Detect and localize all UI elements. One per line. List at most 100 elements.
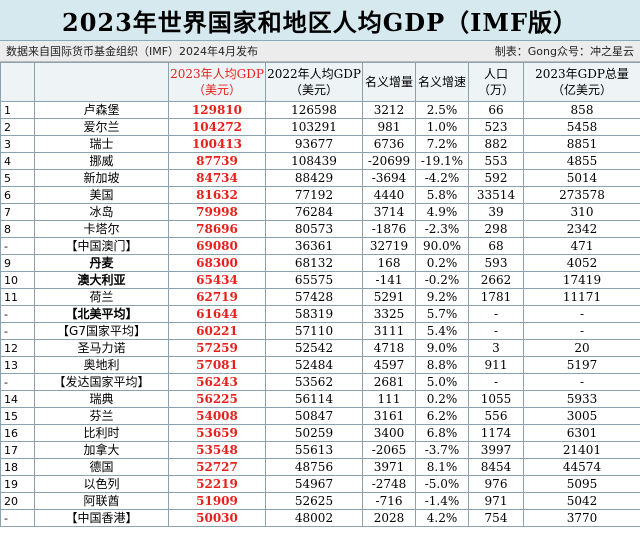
population-cell: - — [468, 305, 524, 323]
header-country — [34, 62, 169, 102]
increase-cell: -1876 — [362, 220, 416, 238]
table-row: 16 比利时 53659 50259 3400 6.8% 1174 6301 — [0, 424, 640, 442]
increase-cell: 3161 — [362, 407, 416, 425]
growth-cell: 90.0% — [415, 237, 469, 255]
country-cell: 卢森堡 — [34, 101, 169, 119]
population-cell: 1055 — [468, 390, 524, 408]
rank-cell: 17 — [0, 441, 35, 459]
growth-cell: 5.0% — [415, 373, 469, 391]
increase-cell: 2681 — [362, 373, 416, 391]
growth-cell: 4.2% — [415, 509, 469, 527]
country-cell: 爱尔兰 — [34, 118, 169, 136]
gdp2023-cell: 56225 — [168, 390, 266, 408]
table-row: 14 瑞典 56225 56114 111 0.2% 1055 5933 — [0, 390, 640, 408]
increase-cell: 3325 — [362, 305, 416, 323]
table-row: - 【G7国家平均】 60221 57110 3111 5.4% - - — [0, 322, 640, 340]
increase-cell: -716 — [362, 492, 416, 510]
country-cell: 新加坡 — [34, 169, 169, 187]
table-row: 3 瑞士 100413 93677 6736 7.2% 882 8851 — [0, 135, 640, 153]
total-gdp-cell: 5933 — [523, 390, 640, 408]
table-row: 13 奥地利 57081 52484 4597 8.8% 911 5197 — [0, 356, 640, 374]
growth-cell: -1.4% — [415, 492, 469, 510]
gdp2022-cell: 36361 — [265, 237, 363, 255]
population-cell: 66 — [468, 101, 524, 119]
gdp2022-cell: 52542 — [265, 339, 363, 357]
header-total-gdp-label: 2023年GDP总量 — [535, 67, 629, 81]
country-cell: 【中国澳门】 — [34, 237, 169, 255]
growth-cell: 7.2% — [415, 135, 469, 153]
table-row: 7 冰岛 79998 76284 3714 4.9% 39 310 — [0, 203, 640, 221]
table-row: 20 阿联酋 51909 52625 -716 -1.4% 971 5042 — [0, 492, 640, 510]
rank-cell: 6 — [0, 186, 35, 204]
growth-cell: 5.7% — [415, 305, 469, 323]
total-gdp-cell: 310 — [523, 203, 640, 221]
header-row: 2023年人均GDP （美元） 2022年人均GDP （美元） 名义增量 名义增… — [0, 62, 640, 102]
country-cell: 【发达国家平均】 — [34, 373, 169, 391]
rank-cell: - — [0, 373, 35, 391]
country-cell: 加拿大 — [34, 441, 169, 459]
rank-cell: 14 — [0, 390, 35, 408]
header-gdp2022-label: 2022年人均GDP — [267, 67, 361, 81]
gdp2023-cell: 52727 — [168, 458, 266, 476]
gdp2022-cell: 50847 — [265, 407, 363, 425]
table-row: - 【中国香港】 50030 48002 2028 4.2% 754 3770 — [0, 509, 640, 527]
growth-cell: 5.4% — [415, 322, 469, 340]
gdp-table: 2023年人均GDP （美元） 2022年人均GDP （美元） 名义增量 名义增… — [0, 62, 640, 527]
gdp2022-cell: 54967 — [265, 475, 363, 493]
gdp2022-cell: 93677 — [265, 135, 363, 153]
growth-cell: -2.3% — [415, 220, 469, 238]
increase-cell: -2748 — [362, 475, 416, 493]
table-row: 10 澳大利亚 65434 65575 -141 -0.2% 2662 17419 — [0, 271, 640, 289]
header-gdp2022: 2022年人均GDP （美元） — [265, 62, 363, 102]
growth-cell: 1.0% — [415, 118, 469, 136]
table-row: 9 丹麦 68300 68132 168 0.2% 593 4052 — [0, 254, 640, 272]
header-gdp2023-unit: （美元） — [192, 83, 241, 97]
total-gdp-cell: 858 — [523, 101, 640, 119]
gdp2023-cell: 68300 — [168, 254, 266, 272]
rank-cell: 20 — [0, 492, 35, 510]
gdp2023-cell: 78696 — [168, 220, 266, 238]
population-cell: 911 — [468, 356, 524, 374]
rank-cell: 1 — [0, 101, 35, 119]
gdp2023-cell: 60221 — [168, 322, 266, 340]
table-row: 1 卢森堡 129810 126598 3212 2.5% 66 858 — [0, 101, 640, 119]
increase-cell: 3400 — [362, 424, 416, 442]
country-cell: 阿联酋 — [34, 492, 169, 510]
header-population: 人口 （万） — [468, 62, 524, 102]
gdp2022-cell: 68132 — [265, 254, 363, 272]
header-gdp2023: 2023年人均GDP （美元） — [168, 62, 266, 102]
table-row: 5 新加坡 84734 88429 -3694 -4.2% 592 5014 — [0, 169, 640, 187]
rank-cell: 10 — [0, 271, 35, 289]
growth-cell: -4.2% — [415, 169, 469, 187]
rank-cell: - — [0, 509, 35, 527]
total-gdp-cell: 5095 — [523, 475, 640, 493]
gdp2023-cell: 54008 — [168, 407, 266, 425]
increase-cell: 3714 — [362, 203, 416, 221]
country-cell: 芬兰 — [34, 407, 169, 425]
population-cell: - — [468, 322, 524, 340]
country-cell: 瑞典 — [34, 390, 169, 408]
increase-cell: -141 — [362, 271, 416, 289]
population-cell: 882 — [468, 135, 524, 153]
header-gdp2023-label: 2023年人均GDP — [170, 67, 264, 81]
population-cell: 2662 — [468, 271, 524, 289]
total-gdp-cell: - — [523, 322, 640, 340]
gdp2022-cell: 80573 — [265, 220, 363, 238]
gdp2023-cell: 56243 — [168, 373, 266, 391]
growth-cell: 0.2% — [415, 254, 469, 272]
rank-cell: 9 — [0, 254, 35, 272]
header-total-gdp: 2023年GDP总量 （亿美元） — [523, 62, 640, 102]
rank-cell: 16 — [0, 424, 35, 442]
increase-cell: 6736 — [362, 135, 416, 153]
population-cell: 33514 — [468, 186, 524, 204]
population-cell: 3997 — [468, 441, 524, 459]
population-cell: 68 — [468, 237, 524, 255]
gdp2022-cell: 52625 — [265, 492, 363, 510]
total-gdp-cell: 6301 — [523, 424, 640, 442]
population-cell: 592 — [468, 169, 524, 187]
country-cell: 奥地利 — [34, 356, 169, 374]
total-gdp-cell: 21401 — [523, 441, 640, 459]
gdp2023-cell: 57081 — [168, 356, 266, 374]
gdp2023-cell: 53659 — [168, 424, 266, 442]
increase-cell: 32719 — [362, 237, 416, 255]
